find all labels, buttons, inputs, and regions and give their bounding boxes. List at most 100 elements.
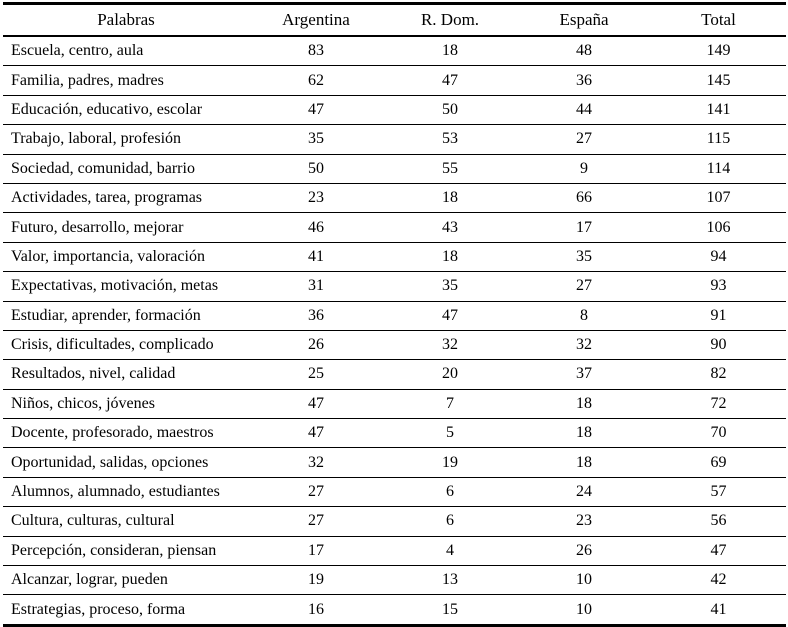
table-row: Expectativas, motivación, metas 31 35 27 93 — [3, 271, 786, 302]
row-value-cell: 13 — [383, 565, 517, 596]
column-header-palabras: Palabras — [3, 2, 249, 37]
row-value-cell: 35 — [249, 124, 383, 155]
row-words-cell: Resultados, nivel, calidad — [3, 359, 249, 390]
row-value-cell: 32 — [383, 330, 517, 361]
row-words-cell: Trabajo, laboral, profesión — [3, 124, 249, 155]
row-value-cell: 6 — [383, 477, 517, 508]
row-words-cell: Alumnos, alumnado, estudiantes — [3, 477, 249, 508]
row-value-cell: 6 — [383, 506, 517, 537]
word-frequency-table: Palabras Argentina R. Dom. España Total … — [3, 2, 786, 627]
row-value-cell: 43 — [383, 212, 517, 243]
table-header: Palabras Argentina R. Dom. España Total — [3, 2, 786, 37]
row-value-cell: 37 — [517, 359, 651, 390]
row-value-cell: 47 — [249, 95, 383, 126]
column-header-rdom: R. Dom. — [383, 2, 517, 37]
row-value-cell: 10 — [517, 594, 651, 627]
row-value-cell: 18 — [383, 183, 517, 214]
row-value-cell: 50 — [383, 95, 517, 126]
row-value-cell: 41 — [249, 242, 383, 273]
row-value-cell: 47 — [383, 301, 517, 331]
row-words-cell: Futuro, desarrollo, mejorar — [3, 212, 249, 243]
table-row: Estrategias, proceso, forma 16 15 10 41 — [3, 594, 786, 627]
row-value-cell: 57 — [651, 477, 786, 508]
row-value-cell: 149 — [651, 36, 786, 67]
table-row: Niños, chicos, jóvenes 47 7 18 72 — [3, 389, 786, 420]
table-row: Futuro, desarrollo, mejorar 46 43 17 106 — [3, 212, 786, 243]
table-row: Docente, profesorado, maestros 47 5 18 70 — [3, 418, 786, 449]
row-value-cell: 23 — [249, 183, 383, 214]
row-value-cell: 27 — [249, 506, 383, 537]
row-value-cell: 83 — [249, 36, 383, 67]
row-value-cell: 5 — [383, 418, 517, 449]
row-value-cell: 62 — [249, 65, 383, 96]
row-value-cell: 15 — [383, 594, 517, 627]
row-words-cell: Oportunidad, salidas, opciones — [3, 447, 249, 478]
row-value-cell: 94 — [651, 242, 786, 273]
row-value-cell: 7 — [383, 389, 517, 420]
row-words-cell: Cultura, culturas, cultural — [3, 506, 249, 537]
table-row: Sociedad, comunidad, barrio 50 55 9 114 — [3, 154, 786, 184]
row-value-cell: 90 — [651, 330, 786, 361]
row-value-cell: 56 — [651, 506, 786, 537]
table-row: Oportunidad, salidas, opciones 32 19 18 69 — [3, 447, 786, 478]
row-value-cell: 18 — [383, 36, 517, 67]
row-words-cell: Escuela, centro, aula — [3, 36, 249, 67]
row-value-cell: 36 — [517, 65, 651, 96]
row-words-cell: Percepción, consideran, piensan — [3, 536, 249, 567]
row-value-cell: 18 — [517, 389, 651, 420]
row-value-cell: 48 — [517, 36, 651, 67]
row-value-cell: 10 — [517, 565, 651, 596]
row-value-cell: 26 — [249, 330, 383, 361]
table-row: Cultura, culturas, cultural 27 6 23 56 — [3, 506, 786, 537]
row-value-cell: 32 — [249, 447, 383, 478]
row-value-cell: 8 — [517, 301, 651, 331]
row-value-cell: 26 — [517, 536, 651, 567]
row-value-cell: 55 — [383, 154, 517, 184]
table-row: Estudiar, aprender, formación 36 47 8 91 — [3, 301, 786, 331]
row-words-cell: Actividades, tarea, programas — [3, 183, 249, 214]
row-value-cell: 47 — [249, 389, 383, 420]
row-value-cell: 17 — [249, 536, 383, 567]
table-body: Escuela, centro, aula 83 18 48 149 Familia, p… — [3, 36, 786, 627]
row-value-cell: 19 — [383, 447, 517, 478]
row-words-cell: Expectativas, motivación, metas — [3, 271, 249, 302]
row-value-cell: 18 — [383, 242, 517, 273]
column-header-espana: España — [517, 2, 651, 37]
row-value-cell: 114 — [651, 154, 786, 184]
row-value-cell: 17 — [517, 212, 651, 243]
table-row: Valor, importancia, valoración 41 18 35 94 — [3, 242, 786, 273]
row-value-cell: 145 — [651, 65, 786, 96]
row-value-cell: 50 — [249, 154, 383, 184]
row-value-cell: 53 — [383, 124, 517, 155]
row-value-cell: 141 — [651, 95, 786, 126]
row-value-cell: 16 — [249, 594, 383, 627]
row-value-cell: 35 — [517, 242, 651, 273]
column-header-argentina: Argentina — [249, 2, 383, 37]
row-value-cell: 24 — [517, 477, 651, 508]
row-words-cell: Familia, padres, madres — [3, 65, 249, 96]
row-value-cell: 47 — [249, 418, 383, 449]
row-value-cell: 18 — [517, 447, 651, 478]
table-row: Alumnos, alumnado, estudiantes 27 6 24 57 — [3, 477, 786, 508]
row-value-cell: 35 — [383, 271, 517, 302]
table-row: Alcanzar, lograr, pueden 19 13 10 42 — [3, 565, 786, 596]
row-value-cell: 69 — [651, 447, 786, 478]
row-words-cell: Alcanzar, lograr, pueden — [3, 565, 249, 596]
row-value-cell: 47 — [651, 536, 786, 567]
row-value-cell: 27 — [249, 477, 383, 508]
table-row: Escuela, centro, aula 83 18 48 149 — [3, 36, 786, 67]
table-row: Educación, educativo, escolar 47 50 44 141 — [3, 95, 786, 126]
row-words-cell: Estudiar, aprender, formación — [3, 301, 249, 331]
row-words-cell: Crisis, dificultades, complicado — [3, 330, 249, 361]
row-value-cell: 27 — [517, 124, 651, 155]
row-value-cell: 19 — [249, 565, 383, 596]
row-value-cell: 41 — [651, 594, 786, 627]
table-row: Trabajo, laboral, profesión 35 53 27 115 — [3, 124, 786, 155]
row-value-cell: 20 — [383, 359, 517, 390]
table-row: Percepción, consideran, piensan 17 4 26 47 — [3, 536, 786, 567]
row-words-cell: Niños, chicos, jóvenes — [3, 389, 249, 420]
row-value-cell: 18 — [517, 418, 651, 449]
row-value-cell: 107 — [651, 183, 786, 214]
table-row: Familia, padres, madres 62 47 36 145 — [3, 65, 786, 96]
